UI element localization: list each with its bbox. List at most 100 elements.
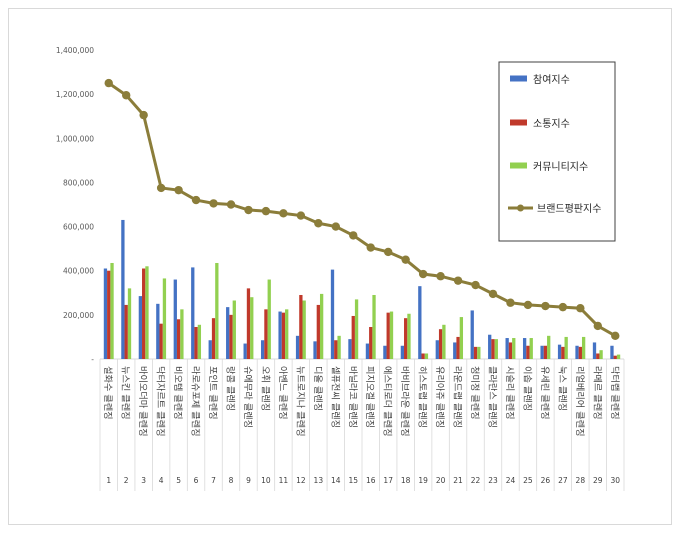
bar-participation bbox=[540, 345, 544, 359]
legend-label: 소통지수 bbox=[533, 118, 570, 130]
x-category-label: 랑콤 클렌징 bbox=[225, 366, 237, 411]
reputation-point bbox=[296, 211, 306, 220]
x-category-label: 눅스 클렌징 bbox=[556, 366, 567, 411]
bar-communication bbox=[107, 270, 111, 359]
x-rank-label: 8 bbox=[229, 476, 234, 485]
x-rank-label: 30 bbox=[610, 476, 620, 485]
bar-participation bbox=[348, 339, 352, 359]
bar-community bbox=[459, 317, 464, 359]
bar-communication bbox=[351, 315, 355, 359]
x-rank-label: 19 bbox=[418, 476, 428, 485]
bar-community bbox=[477, 346, 481, 359]
bar-community bbox=[581, 336, 586, 359]
reputation-point bbox=[261, 206, 271, 216]
bar-participation bbox=[138, 296, 143, 359]
bar-participation bbox=[592, 342, 597, 359]
bar-participation bbox=[522, 338, 527, 359]
x-category-label: 이솝 클렌징 bbox=[521, 366, 532, 411]
legend-swatch bbox=[510, 119, 527, 126]
reputation-line bbox=[104, 78, 620, 341]
bar-communication bbox=[246, 288, 251, 359]
x-rank-label: 2 bbox=[124, 476, 129, 485]
bar-community bbox=[389, 311, 394, 359]
bar-participation bbox=[260, 340, 265, 359]
bar-communication bbox=[369, 326, 373, 359]
x-rank-label: 9 bbox=[246, 476, 251, 485]
reputation-point bbox=[174, 185, 183, 195]
legend-label: 커뮤니티지수 bbox=[533, 161, 588, 173]
reputation-point bbox=[314, 219, 323, 228]
x-category-label: 설화수 클렌징 bbox=[102, 366, 113, 420]
reputation-point bbox=[244, 205, 253, 215]
y-tick-label: - bbox=[91, 355, 94, 364]
x-category-label: 포인트 클렌징 bbox=[207, 366, 218, 420]
bar-participation bbox=[295, 335, 300, 359]
x-category-label: 라메르 클렌징 bbox=[591, 366, 602, 420]
x-category-label: 뉴스킨 클렌징 bbox=[120, 366, 131, 420]
reputation-point bbox=[349, 231, 358, 240]
reputation-point bbox=[156, 183, 166, 193]
reputation-point bbox=[488, 289, 498, 299]
bar-communication bbox=[316, 304, 320, 359]
bar-communication bbox=[578, 346, 582, 359]
bar-community bbox=[145, 266, 149, 359]
bar-community bbox=[512, 338, 516, 359]
bars bbox=[103, 219, 621, 359]
bar-participation bbox=[488, 334, 492, 359]
bar-participation bbox=[435, 340, 439, 359]
bar-participation bbox=[121, 219, 125, 359]
bar-community bbox=[162, 278, 167, 359]
x-rank-label: 20 bbox=[436, 476, 446, 485]
x-rank-label: 7 bbox=[211, 476, 216, 485]
x-category-label: 비오템 클렌징 bbox=[172, 366, 184, 420]
bar-community bbox=[424, 353, 429, 359]
y-tick-label: 800,000 bbox=[63, 178, 94, 187]
chart-frame: 1,400,000 1,200,000 1,000,000 800,000 600,00… bbox=[8, 8, 672, 525]
x-category-label: 리얼베리어 클렌징 bbox=[574, 366, 585, 437]
bar-community bbox=[442, 324, 446, 359]
x-category-label: 뉴트로지나 클렌징 bbox=[294, 366, 305, 437]
reputation-point bbox=[191, 195, 201, 205]
reputation-point bbox=[279, 209, 288, 218]
legend-swatch bbox=[510, 162, 527, 169]
bar-community bbox=[616, 354, 621, 359]
bar-communication bbox=[299, 294, 303, 359]
y-tick-label: 400,000 bbox=[63, 267, 94, 276]
bar-participation bbox=[330, 269, 335, 359]
x-rank-label: 21 bbox=[453, 476, 463, 485]
reputation-point bbox=[593, 321, 602, 331]
bar-participation bbox=[103, 268, 108, 359]
legend-label: 참여지수 bbox=[533, 74, 570, 86]
bar-communication bbox=[596, 353, 600, 359]
bar-communication bbox=[386, 312, 390, 359]
bar-participation bbox=[575, 345, 579, 359]
reputation-point bbox=[366, 243, 375, 252]
legend-marker bbox=[517, 204, 524, 212]
bar-communication bbox=[142, 268, 146, 359]
reputation-point bbox=[139, 110, 148, 120]
reputation-point bbox=[401, 255, 410, 264]
bar-community bbox=[197, 324, 202, 359]
x-rank-label: 6 bbox=[194, 476, 199, 485]
bar-participation bbox=[226, 307, 230, 359]
reputation-point bbox=[506, 298, 515, 307]
reputation-point bbox=[122, 91, 131, 100]
bar-community bbox=[494, 339, 498, 359]
reputation-point bbox=[436, 272, 445, 281]
bar-community bbox=[354, 299, 359, 359]
bar-communication bbox=[281, 312, 286, 359]
bar-participation bbox=[505, 338, 509, 359]
x-category-label: 유세린 클렌징 bbox=[539, 366, 550, 420]
x-category-label: 바닐라코 클렌징 bbox=[347, 366, 358, 428]
reputation-point bbox=[453, 276, 463, 285]
x-rank-label: 10 bbox=[261, 476, 271, 485]
x-rank-label: 18 bbox=[401, 476, 411, 485]
bar-participation bbox=[453, 342, 457, 359]
x-rank-label: 11 bbox=[279, 476, 289, 485]
x-rank-label: 3 bbox=[141, 476, 146, 485]
x-rank-label: 13 bbox=[314, 476, 324, 485]
bar-community bbox=[372, 294, 376, 359]
y-tick-label: 200,000 bbox=[63, 311, 94, 320]
x-rank-label: 26 bbox=[541, 476, 551, 485]
x-rank-label: 5 bbox=[176, 476, 181, 485]
